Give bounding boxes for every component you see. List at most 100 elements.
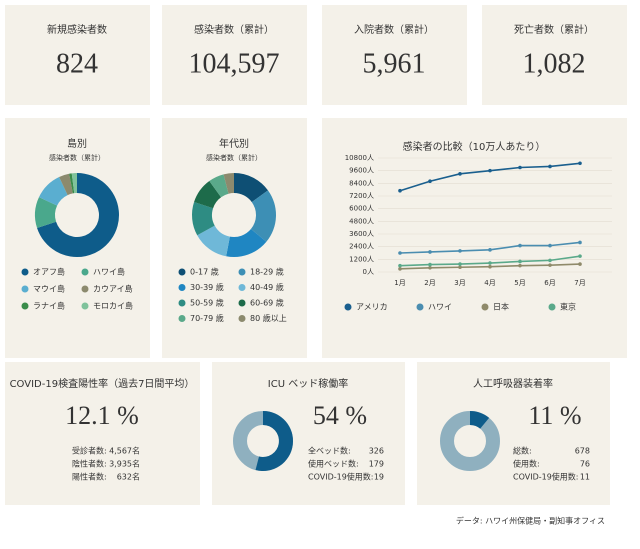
stat-value: 824 bbox=[56, 48, 98, 79]
card bbox=[162, 5, 307, 105]
point bbox=[398, 263, 402, 268]
legend-label: 50-59 歳 bbox=[190, 298, 224, 308]
y-tick-label: 10800人 bbox=[345, 154, 374, 162]
donut-value bbox=[255, 411, 294, 471]
legend-dot bbox=[481, 303, 489, 311]
card bbox=[322, 5, 467, 105]
point bbox=[488, 168, 492, 173]
point bbox=[578, 240, 582, 245]
y-tick-label: 1200人 bbox=[349, 255, 374, 263]
y-tick-label: 9600人 bbox=[349, 167, 374, 175]
row-value: 3,935名 bbox=[109, 459, 140, 469]
row-value: 76 bbox=[580, 460, 590, 469]
row-value: 4,567名 bbox=[109, 446, 140, 456]
donut-value bbox=[470, 411, 490, 429]
point bbox=[398, 251, 402, 255]
point bbox=[518, 259, 522, 264]
chart-title: 感染者の比較（10万人あたり） bbox=[403, 140, 546, 153]
legend-label: モロカイ島 bbox=[93, 301, 133, 311]
legend-dot bbox=[178, 299, 186, 307]
legend-dot bbox=[178, 284, 186, 291]
legend-dot bbox=[238, 268, 246, 276]
y-tick-label: 2400人 bbox=[349, 243, 374, 251]
point bbox=[398, 267, 402, 271]
row-label: 使用数: bbox=[513, 459, 540, 469]
row-value: 326 bbox=[369, 447, 384, 456]
y-tick-label: 7200人 bbox=[349, 192, 374, 200]
y-tick-label: 3600人 bbox=[349, 230, 374, 238]
rate-value: 11 % bbox=[528, 401, 581, 430]
donut-slice bbox=[192, 202, 215, 236]
row-label: 受診者数: bbox=[72, 446, 107, 456]
row-label: 陰性者数: bbox=[72, 459, 107, 469]
point bbox=[548, 164, 552, 169]
legend-label: ラナイ島 bbox=[33, 301, 65, 311]
legend-dot bbox=[21, 285, 29, 293]
point bbox=[398, 188, 402, 193]
x-tick-label: 4月 bbox=[484, 279, 495, 287]
point bbox=[518, 165, 522, 170]
row-label: 陽性者数: bbox=[72, 472, 107, 482]
legend-label: アメリカ bbox=[356, 303, 388, 312]
donut-slice bbox=[59, 173, 73, 196]
x-tick-label: 7月 bbox=[574, 279, 585, 287]
legend-label: ハワイ bbox=[428, 303, 452, 312]
donut-slice bbox=[250, 190, 276, 242]
legend-dot bbox=[81, 268, 89, 276]
y-tick-label: 0人 bbox=[363, 268, 374, 276]
legend-label: オアフ島 bbox=[33, 267, 65, 277]
donut-slice bbox=[194, 181, 222, 209]
legend-dot bbox=[416, 303, 424, 311]
rate-value: 12.1 % bbox=[65, 401, 139, 430]
rate-title: ICU ベッド稼働率 bbox=[268, 377, 348, 390]
point bbox=[488, 261, 492, 265]
legend-label: 40-49 歳 bbox=[250, 282, 284, 292]
legend-label: 0-17 歳 bbox=[190, 267, 219, 277]
point bbox=[488, 264, 492, 269]
rate-value: 54 % bbox=[313, 401, 367, 430]
legend-dot bbox=[238, 299, 246, 307]
row-value: 632名 bbox=[117, 472, 140, 482]
legend-dot bbox=[344, 303, 352, 311]
y-tick-label: 8400人 bbox=[349, 179, 374, 187]
card-subtitle: 感染者数（累計） bbox=[49, 153, 105, 162]
row-label: 使用ベッド数: bbox=[308, 459, 359, 469]
donut-slice bbox=[38, 176, 68, 206]
x-tick-label: 5月 bbox=[514, 279, 525, 287]
stat-label: 入院者数（累計） bbox=[354, 23, 434, 36]
point bbox=[578, 161, 582, 166]
point bbox=[548, 243, 552, 248]
point bbox=[458, 249, 462, 253]
legend-label: マウイ島 bbox=[33, 284, 65, 294]
row-value: 19 bbox=[374, 473, 384, 482]
legend-label: ハワイ島 bbox=[93, 267, 125, 277]
card-title: 年代別 bbox=[219, 137, 249, 150]
stat-label: 死亡者数（累計） bbox=[514, 23, 594, 36]
y-tick-label: 6000人 bbox=[349, 205, 374, 213]
stat-label: 感染者数（累計） bbox=[194, 23, 274, 36]
row-label: 総数: bbox=[513, 446, 532, 456]
point bbox=[428, 250, 432, 254]
point bbox=[488, 248, 492, 252]
legend-label: カウアイ島 bbox=[93, 284, 133, 294]
x-tick-label: 3月 bbox=[454, 279, 465, 287]
row-label: 全ベッド数: bbox=[308, 446, 351, 456]
donut-slice bbox=[223, 173, 234, 194]
legend-dot bbox=[178, 268, 186, 276]
donut-slice bbox=[234, 173, 268, 203]
point bbox=[518, 243, 522, 248]
row-value: 678 bbox=[575, 447, 590, 456]
donut-slice bbox=[71, 173, 77, 194]
donut-slice bbox=[197, 225, 230, 257]
donut-slice bbox=[226, 229, 267, 257]
rate-title: 人工呼吸器装着率 bbox=[473, 377, 553, 390]
legend-dot bbox=[21, 268, 29, 276]
point bbox=[548, 263, 552, 267]
x-tick-label: 1月 bbox=[394, 279, 405, 287]
legend-dot bbox=[21, 302, 29, 310]
point bbox=[458, 172, 462, 176]
rate-title: COVID-19検査陽性率（過去7日間平均） bbox=[10, 377, 195, 390]
card bbox=[482, 5, 627, 105]
stat-value: 5,961 bbox=[363, 48, 426, 79]
